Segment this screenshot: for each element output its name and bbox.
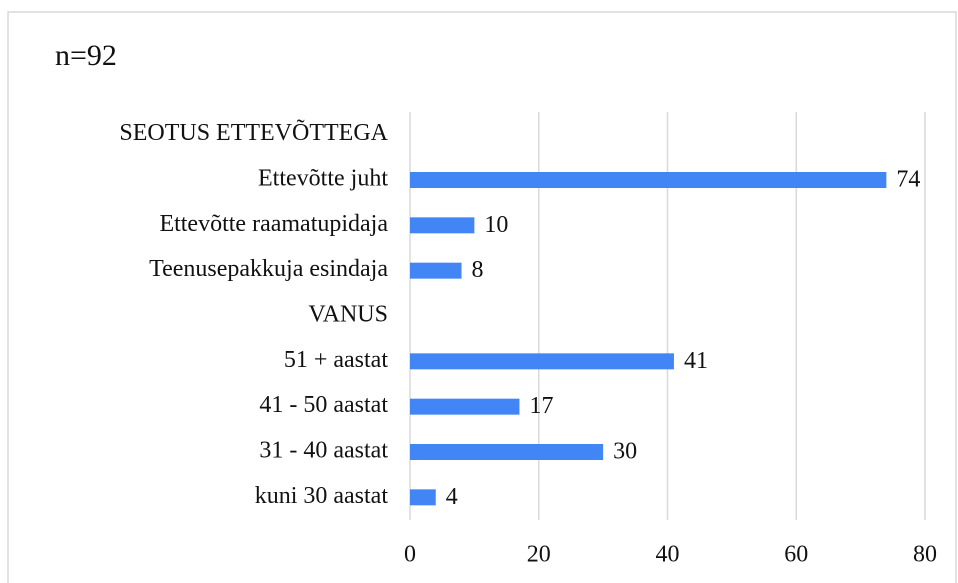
chart-title: n=92 (55, 39, 117, 72)
bar (410, 217, 475, 234)
y-tick-label: 31 - 40 aastat (259, 438, 388, 464)
bar (410, 489, 436, 506)
bar (410, 444, 604, 460)
x-tick-label: 60 (784, 542, 808, 568)
bar (410, 353, 674, 370)
x-tick-label: 20 (527, 542, 551, 568)
chart-border (7, 11, 957, 583)
y-tick-label: Ettevõtte raamatupidaja (159, 211, 388, 237)
y-tick-label: VANUS (308, 302, 388, 328)
data-label: 41 (684, 348, 708, 374)
data-label: 30 (613, 439, 637, 465)
y-tick-label: 41 - 50 aastat (259, 392, 388, 418)
y-tick-label: Ettevõtte juht (258, 166, 388, 192)
x-tick-label: 80 (913, 542, 937, 568)
bar (410, 262, 462, 279)
data-label: 10 (484, 212, 508, 238)
y-tick-label: 51 + aastat (284, 347, 389, 373)
data-label: 74 (896, 167, 920, 193)
data-label: 8 (472, 257, 484, 283)
y-tick-label: SEOTUS ETTEVÕTTEGA (119, 119, 388, 146)
data-label: 4 (446, 484, 458, 510)
x-tick-label: 0 (404, 542, 416, 568)
y-tick-label: Teenusepakkuja esindaja (149, 256, 388, 282)
bar (410, 398, 520, 415)
bar (410, 172, 887, 188)
data-label: 17 (529, 393, 553, 419)
x-tick-label: 40 (656, 542, 680, 568)
y-tick-label: kuni 30 aastat (255, 483, 389, 509)
